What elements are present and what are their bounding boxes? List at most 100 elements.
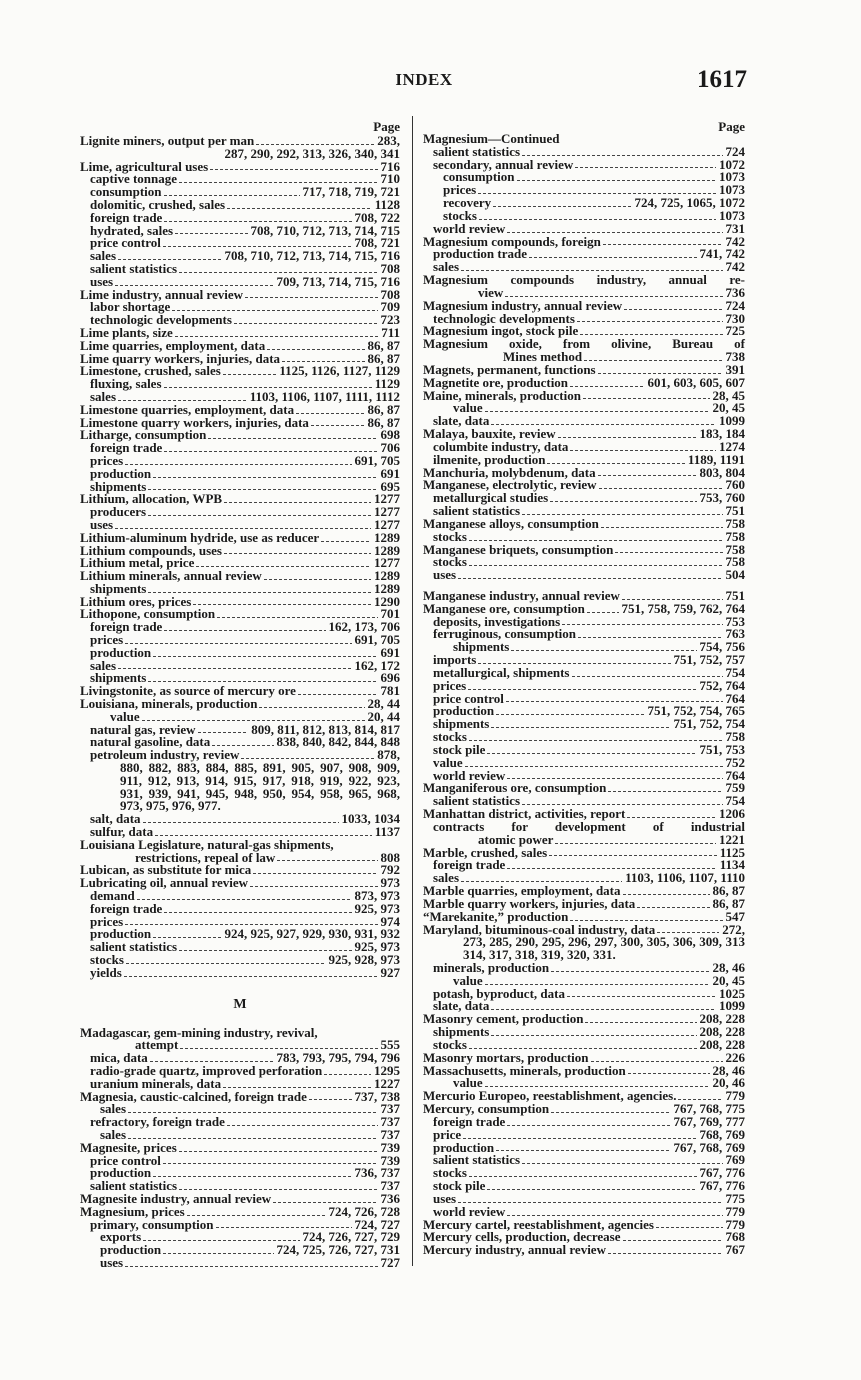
entry-term: exports (100, 1229, 142, 1245)
entry-pages: 736, 737 (354, 1165, 401, 1181)
entry-pages: 742 (725, 259, 746, 275)
entry-pages: 925, 973 (354, 939, 401, 955)
dot-leader (615, 552, 723, 554)
entry-term: price (433, 1126, 462, 1142)
entry-term: attempt (135, 1037, 179, 1053)
entry-term: foreign trade (90, 900, 163, 916)
dot-leader (118, 668, 352, 670)
entry-pages: 736 (725, 284, 746, 300)
entry-term: hydrated, sales (90, 222, 174, 238)
dot-leader (128, 1137, 378, 1139)
index-entry: view 736 (423, 284, 746, 300)
dot-leader (507, 1214, 723, 1216)
dot-leader (153, 937, 222, 939)
dot-leader (153, 1176, 352, 1178)
index-entry: salient statistics 769 (423, 1154, 745, 1167)
entry-term: uses (90, 273, 114, 289)
entry-term: deposits, investigations (433, 613, 561, 629)
entry-pages: 716 (380, 158, 401, 174)
index-entry: foreign trade 1134 (423, 858, 745, 872)
dot-leader (143, 1240, 300, 1242)
entry-pages: 731 (725, 220, 746, 236)
index-entry: contracts for development of industrial (423, 820, 745, 834)
dot-leader (578, 637, 723, 639)
dot-leader (511, 650, 697, 652)
dot-leader (115, 527, 371, 529)
index-entry: production 724, 725, 726, 727, 731 (80, 1243, 400, 1257)
entry-term: consumption (443, 169, 515, 185)
index-entry: Livingstonite, as source of mercury ore 7… (80, 684, 400, 698)
index-entry: salient statistics 754 (423, 794, 745, 808)
index-entry: Malaya, bauxite, review 183, 184 (423, 427, 745, 441)
entry-pages: 723 (380, 312, 401, 328)
entry-term: Marble quarries, employment, data (423, 883, 621, 899)
entry-pages: 709, 713, 714, 715, 716 (276, 273, 401, 289)
entry-term: Lubican, as substitute for mica (80, 862, 252, 878)
entry-term: labor shortage (90, 299, 171, 315)
entry-pages: 741, 742 (699, 246, 746, 262)
entry-continuation-text: Magnesium compounds industry, annual re- (423, 272, 745, 288)
entry-term: captive tonnage (90, 171, 178, 187)
entry-term: salient statistics (433, 143, 521, 159)
entry-pages: 708, 721 (354, 235, 401, 251)
dot-leader (624, 308, 723, 310)
entry-term: uranium minerals, data (90, 1075, 222, 1091)
entry-pages: 724 (725, 297, 746, 313)
index-entry: stock pile 751, 753 (423, 741, 745, 757)
entry-term: shipments (90, 478, 147, 494)
entry-term: Magnesia, caustic-calcined, foreign trad… (80, 1088, 307, 1104)
index-entry: price control 739 (80, 1154, 400, 1168)
entry-pages: 764 (725, 690, 746, 706)
entry-pages: 767, 768, 769 (673, 1139, 746, 1155)
index-entry: Lithopone, consumption 701 (80, 608, 400, 621)
index-entry: Mines method 738 (423, 350, 745, 364)
dot-leader (507, 1124, 671, 1126)
entry-pages: 1189, 1191 (687, 451, 745, 467)
entry-term: slate, data (433, 413, 490, 429)
dot-leader (174, 335, 379, 337)
entry-pages: 769 (725, 1152, 746, 1168)
index-entry: production 736, 737 (80, 1165, 401, 1181)
dot-leader (657, 932, 720, 934)
entry-pages: 20, 45 (712, 972, 746, 988)
entry-pages: 1274 (719, 438, 745, 454)
entry-pages: 1099 (719, 998, 745, 1014)
entry-term: foreign trade (90, 209, 163, 225)
index-entry: stock pile 767, 776 (423, 1179, 745, 1193)
entry-pages: 730 (725, 310, 746, 326)
entry-term: Marble quarry workers, injuries, data (423, 895, 636, 911)
entry-term: stock pile (433, 741, 486, 757)
entry-term: production trade (433, 246, 528, 262)
entry-term: dolomitic, crushed, sales (90, 196, 226, 212)
entry-term: ferruginous, consumption (433, 626, 577, 642)
entry-page-continuation: 287, 290, 292, 313, 326, 340, 341 (224, 145, 401, 161)
dot-leader (551, 1111, 671, 1113)
index-entries-m-continued: Magnesium—Continued salient statistics 724… (423, 132, 746, 1257)
entry-term: stocks (433, 729, 467, 745)
dot-leader (562, 624, 723, 626)
entry-term: salient statistics (90, 1178, 178, 1194)
entry-term: sulfur, data (90, 824, 154, 840)
entry-term: sales (90, 388, 116, 404)
entry-term: Manganese alloys, consumption (423, 515, 599, 531)
entry-pages: 1129 (374, 376, 400, 392)
dot-leader (197, 732, 249, 734)
entry-pages: 28, 44 (367, 696, 401, 712)
entry-term: value (110, 708, 140, 724)
index-entry: Lime, agricultural uses 716 (80, 158, 401, 174)
index-entry: world review 764 (423, 769, 745, 783)
entry-pages: 708, 722 (354, 209, 401, 225)
dot-leader (522, 1163, 723, 1165)
index-entry: Lignite miners, output per man 283, (80, 134, 400, 148)
index-entry: Limestone quarries, employment, data 86, … (80, 403, 400, 417)
index-entry: potash, byproduct, data 1025 (423, 987, 745, 1001)
index-entry: Lime industry, annual review 708 (80, 288, 400, 302)
entry-term: production (433, 703, 495, 719)
dot-leader (484, 983, 710, 985)
entry-term: salt, data (90, 811, 141, 827)
entry-term: Limestone, crushed, sales (80, 363, 221, 379)
dot-leader (507, 778, 723, 780)
index-entry: 911, 912, 913, 914, 915, 917, 918, 919, … (80, 774, 400, 788)
index-entry: Magnesium industry, annual review 724 (423, 297, 746, 313)
entry-pages: 760 (725, 477, 746, 493)
